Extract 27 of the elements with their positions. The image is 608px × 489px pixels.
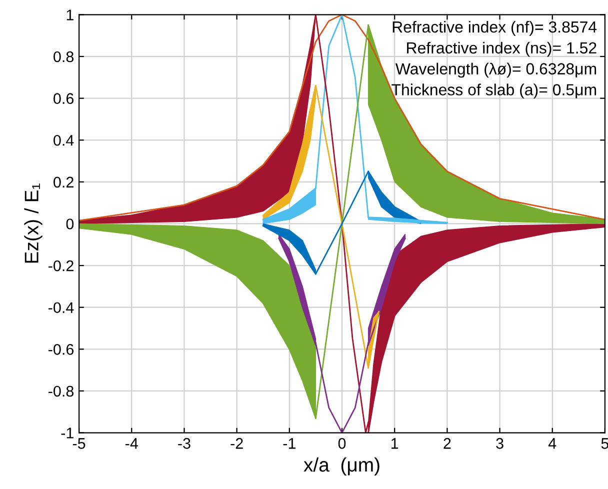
x-tick-label: -4 bbox=[126, 438, 138, 449]
y-tick-label: 0.2 bbox=[54, 176, 74, 188]
y-tick-label: -0.6 bbox=[48, 344, 74, 355]
x-tick-label: 4 bbox=[548, 438, 556, 449]
y-tick-label: -1 bbox=[61, 428, 74, 438]
y-tick-label: 1 bbox=[66, 10, 74, 20]
y-tick-label: 0.4 bbox=[54, 134, 74, 146]
y-tick-label: 0.6 bbox=[54, 93, 74, 104]
annotation: Wavelength (λø)= 0.6328μm bbox=[395, 62, 596, 78]
x-tick-label: 1 bbox=[392, 438, 398, 449]
y-tick-label: -0.2 bbox=[48, 260, 74, 272]
x-tick-label: 2 bbox=[444, 438, 451, 449]
x-tick-label: -3 bbox=[178, 438, 190, 449]
x-tick-label: 0 bbox=[338, 438, 346, 449]
y-axis-title: Ez(x) / E₁ bbox=[24, 184, 42, 263]
x-tick-label: -2 bbox=[230, 438, 243, 449]
y-tick-label: -0.4 bbox=[48, 302, 74, 314]
x-tick-label: 3 bbox=[496, 438, 504, 449]
x-tick-label: -5 bbox=[72, 438, 86, 449]
x-tick-label: -1 bbox=[283, 438, 296, 449]
x-axis-title: x/a (μm) bbox=[304, 457, 380, 476]
y-tick-label: 0.8 bbox=[54, 51, 74, 62]
annotation: Refractive index (nf)= 3.8574 bbox=[392, 20, 597, 36]
y-tick-label: 0 bbox=[66, 218, 74, 230]
annotation: Thickness of slab (a)= 0.5μm bbox=[392, 84, 596, 99]
y-tick-label: -0.8 bbox=[48, 386, 74, 397]
annotation: Refractive index (ns)= 1.52 bbox=[407, 42, 596, 57]
